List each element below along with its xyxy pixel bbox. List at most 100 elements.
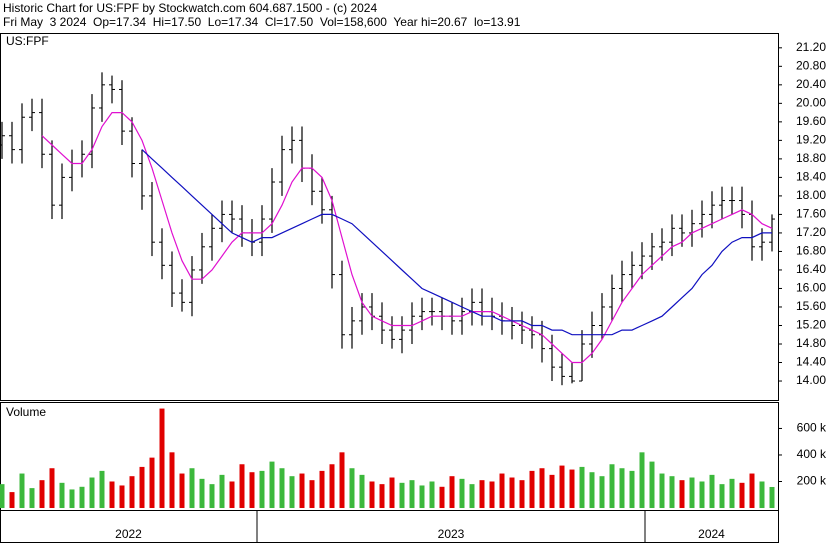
- year-label: 2022: [115, 527, 142, 541]
- moving-average: [141, 149, 772, 336]
- volume-bar: [369, 481, 375, 509]
- year-label: 2023: [438, 527, 465, 541]
- y-tick-label: 14.80: [796, 336, 826, 350]
- volume-bar: [699, 481, 705, 509]
- volume-bar: [69, 489, 75, 509]
- volume-bar: [9, 492, 15, 509]
- y-tick-label: 21.20: [796, 40, 826, 54]
- volume-bar: [539, 468, 545, 509]
- y-tick-label: 20.40: [796, 77, 826, 91]
- volume-bar: [139, 466, 145, 509]
- chart-title: Historic Chart for US:FPF by Stockwatch.…: [3, 1, 377, 15]
- volume-bar: [219, 474, 225, 509]
- volume-bar: [389, 477, 395, 509]
- y-tick-label: 18.40: [796, 170, 826, 184]
- volume-bar: [329, 464, 335, 509]
- volume-bar: [529, 470, 535, 509]
- volume-bar: [29, 488, 35, 509]
- moving-average: [41, 112, 773, 364]
- volume-tick-label: 400 k: [797, 447, 827, 461]
- volume-bar: [19, 473, 25, 509]
- y-tick-label: 16.40: [796, 262, 826, 276]
- volume-bar: [189, 468, 195, 509]
- chart-subtitle: Fri May 3 2024 Op=17.34 Hi=17.50 Lo=17.3…: [3, 15, 521, 29]
- volume-bar: [339, 452, 345, 509]
- volume-bar: [509, 477, 515, 509]
- volume-bar: [759, 481, 765, 509]
- volume-bar: [169, 452, 175, 509]
- volume-bar: [79, 486, 85, 509]
- volume-bar: [299, 473, 305, 509]
- y-tick-label: 20.00: [796, 96, 826, 110]
- symbol-label: US:FPF: [6, 34, 49, 48]
- volume-bar: [479, 480, 485, 509]
- volume-bar: [599, 476, 605, 509]
- volume-bar: [429, 481, 435, 509]
- volume-bar: [719, 484, 725, 509]
- volume-bar: [439, 486, 445, 509]
- volume-bar: [309, 480, 315, 509]
- y-tick-label: 20.80: [796, 58, 826, 72]
- y-tick-label: 14.40: [796, 355, 826, 369]
- volume-bar: [269, 461, 275, 509]
- volume-bar: [749, 473, 755, 509]
- volume-bar: [419, 485, 425, 509]
- y-tick-label: 15.20: [796, 318, 826, 332]
- y-tick-label: 16.00: [796, 281, 826, 295]
- volume-bar: [679, 480, 685, 509]
- volume-bar: [499, 473, 505, 509]
- volume-bar: [0, 484, 5, 509]
- price-panel: [0, 33, 779, 401]
- volume-tick-label: 200 k: [797, 474, 827, 488]
- volume-bar: [239, 464, 245, 509]
- volume-bar: [259, 470, 265, 509]
- volume-bar: [49, 468, 55, 509]
- volume-bar: [129, 476, 135, 509]
- volume-bar: [549, 474, 555, 509]
- volume-bar: [489, 481, 495, 509]
- volume-bar: [649, 461, 655, 509]
- volume-tick-label: 600 k: [797, 421, 827, 435]
- volume-bar: [669, 476, 675, 509]
- volume-bar: [769, 486, 775, 509]
- volume-bar: [579, 466, 585, 509]
- volume-bar: [569, 469, 575, 509]
- volume-bar: [179, 473, 185, 509]
- volume-bar: [109, 481, 115, 509]
- volume-bar: [279, 468, 285, 509]
- volume-bar: [59, 482, 65, 509]
- volume-bar: [709, 474, 715, 509]
- volume-label: Volume: [6, 405, 46, 419]
- y-tick-label: 14.00: [796, 373, 826, 387]
- volume-bar: [589, 472, 595, 509]
- y-tick-label: 19.60: [796, 114, 826, 128]
- y-tick-label: 19.20: [796, 133, 826, 147]
- volume-bar: [409, 480, 415, 509]
- year-label: 2024: [698, 527, 725, 541]
- volume-bar: [469, 484, 475, 509]
- volume-bar: [559, 465, 565, 509]
- volume-bar: [159, 408, 165, 509]
- volume-bar: [689, 477, 695, 509]
- y-tick-label: 17.60: [796, 207, 826, 221]
- volume-bar: [199, 478, 205, 509]
- y-tick-label: 16.80: [796, 244, 826, 258]
- volume-bar: [209, 484, 215, 509]
- volume-bar: [379, 484, 385, 509]
- volume-bar: [89, 477, 95, 509]
- volume-bar: [399, 482, 405, 509]
- volume-bar: [639, 452, 645, 509]
- volume-bar: [619, 468, 625, 509]
- volume-bar: [99, 470, 105, 509]
- volume-bar: [729, 478, 735, 509]
- volume-bar: [739, 482, 745, 509]
- volume-bar: [229, 481, 235, 509]
- volume-bar: [119, 485, 125, 509]
- volume-bar: [319, 470, 325, 509]
- volume-bar: [289, 476, 295, 509]
- volume-bar: [659, 473, 665, 509]
- y-tick-label: 17.20: [796, 225, 826, 239]
